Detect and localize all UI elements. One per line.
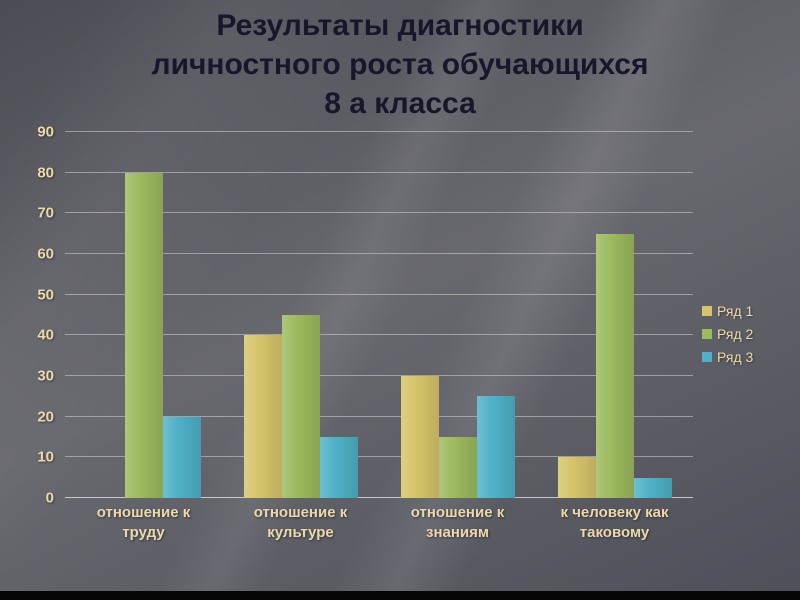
legend-label: Ряд 2 bbox=[717, 326, 754, 342]
bar-series-3 bbox=[476, 396, 515, 498]
slide-footer-decoration bbox=[0, 591, 800, 600]
legend-swatch bbox=[702, 329, 712, 339]
bar-group bbox=[243, 132, 358, 498]
legend-swatch bbox=[702, 306, 712, 316]
slide-title-line3: 8 а класса bbox=[324, 87, 476, 120]
slide-title-line2: личностного роста обучающихся bbox=[151, 48, 649, 81]
y-tick-label: 50 bbox=[37, 286, 54, 304]
gridline bbox=[65, 334, 693, 336]
y-tick-label: 40 bbox=[37, 326, 54, 344]
bar-series-1 bbox=[557, 457, 596, 498]
gridline bbox=[65, 456, 693, 458]
bar-group bbox=[557, 132, 672, 498]
slide-title: Результаты диагностики личностного роста… bbox=[0, 6, 800, 123]
legend-item: Ряд 2 bbox=[702, 326, 753, 342]
y-tick-label: 80 bbox=[37, 164, 54, 182]
bar-series-3 bbox=[319, 437, 358, 498]
gridline bbox=[65, 375, 693, 376]
bar-series-2 bbox=[438, 437, 477, 498]
bar-series-1 bbox=[400, 376, 439, 498]
x-axis-label: отношение к труду bbox=[96, 504, 191, 541]
bar-groups bbox=[65, 132, 693, 498]
y-tick-label: 10 bbox=[37, 448, 54, 466]
gridline bbox=[65, 253, 693, 254]
x-axis-label: к человеку как таковому bbox=[560, 504, 669, 541]
gridline bbox=[65, 497, 693, 498]
gridline bbox=[65, 131, 693, 132]
y-tick-label: 90 bbox=[37, 123, 54, 141]
gridline bbox=[65, 171, 693, 173]
x-axis: отношение к труду отношение к культуре отн… bbox=[65, 503, 693, 543]
y-tick-label: 30 bbox=[37, 367, 54, 385]
bar-series-3 bbox=[162, 416, 201, 498]
bar-series-2 bbox=[595, 233, 634, 498]
legend-item: Ряд 3 bbox=[702, 349, 753, 365]
bar-series-3 bbox=[633, 477, 672, 498]
chart-legend: Ряд 1 Ряд 2 Ряд 3 bbox=[702, 303, 753, 365]
y-tick-label: 70 bbox=[37, 204, 54, 222]
bar-group bbox=[400, 132, 515, 498]
x-axis-label: отношение к культуре bbox=[253, 504, 348, 541]
legend-swatch bbox=[702, 352, 712, 362]
x-axis-label: отношение к знаниям bbox=[410, 504, 505, 541]
y-tick-label: 60 bbox=[37, 245, 54, 263]
bar-series-2 bbox=[124, 172, 163, 498]
gridline bbox=[65, 293, 693, 295]
legend-label: Ряд 1 bbox=[717, 303, 754, 319]
y-tick-label: 20 bbox=[37, 408, 54, 426]
gridline bbox=[65, 415, 693, 417]
plot-area bbox=[65, 131, 693, 498]
bar-group bbox=[87, 132, 201, 498]
bar-series-1 bbox=[243, 335, 282, 498]
slide-title-line1: Результаты диагностики bbox=[216, 9, 584, 42]
y-tick-label: 0 bbox=[45, 489, 54, 507]
bar-series-2 bbox=[281, 315, 320, 498]
legend-item: Ряд 1 bbox=[702, 303, 753, 319]
gridline bbox=[65, 212, 693, 214]
legend-label: Ряд 3 bbox=[717, 349, 754, 365]
y-axis: 0 10 20 30 40 50 60 70 80 90 bbox=[24, 124, 60, 507]
